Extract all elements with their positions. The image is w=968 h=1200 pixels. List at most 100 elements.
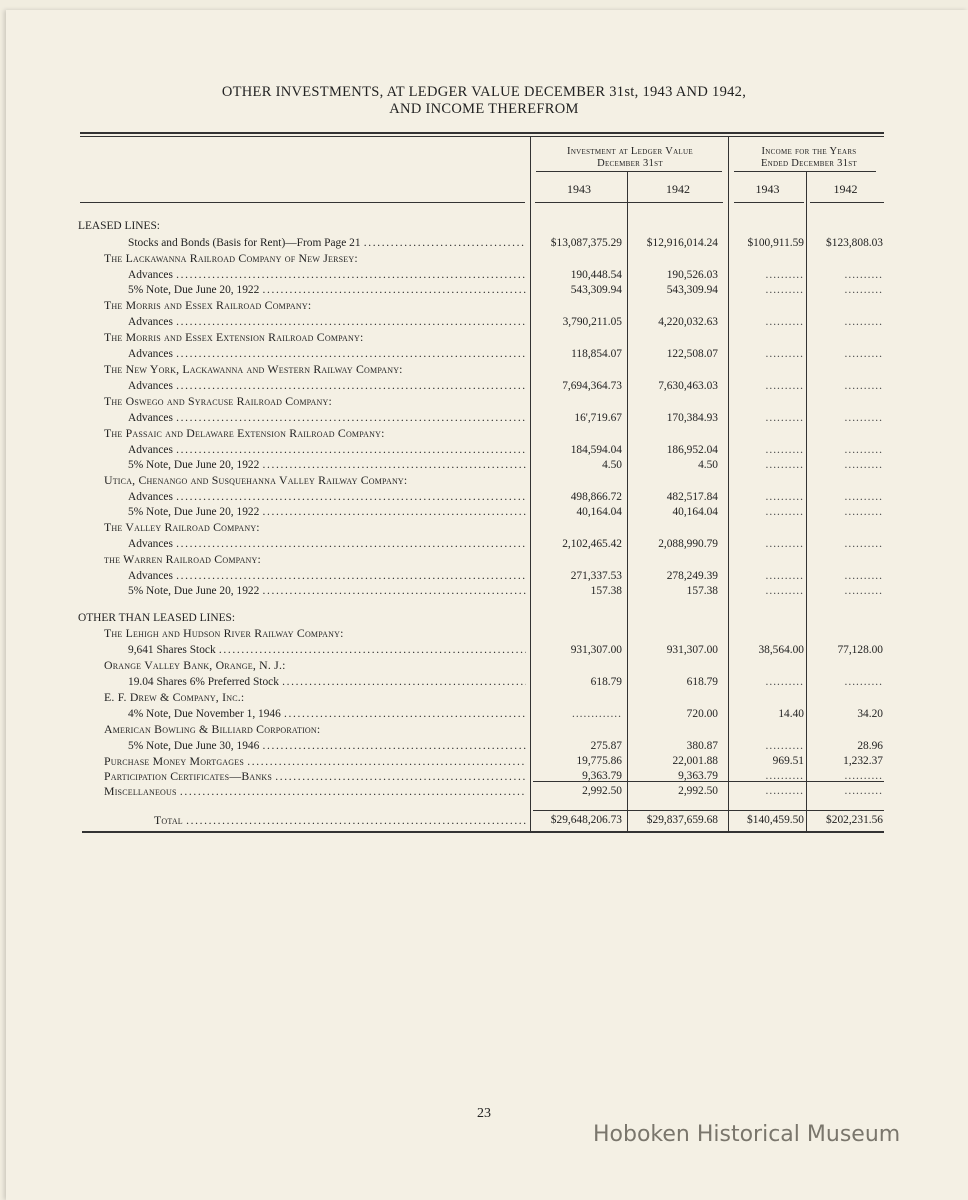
row-label: 5% Note, Due June 20, 1922 (78, 505, 526, 520)
table-row: 5% Note, Due June 20, 1922 40,164.04 40,16… (78, 505, 884, 520)
table-row: 4% Note, Due November 1, 1946...........… (78, 707, 884, 722)
label-text: Participation Certificates—Banks (104, 769, 273, 783)
table-row: Advances 3,790,211.05 4,220,032.63........… (78, 315, 884, 330)
income-1943: .......... (765, 785, 804, 797)
investment-1943: 16',719.67 (574, 412, 622, 424)
income-1942: .......... (844, 459, 883, 471)
label-text: The Lackawanna Railroad Company of New J… (104, 251, 359, 265)
company-heading: E. F. Drew & Company, Inc.: (78, 690, 884, 705)
income-1942: .......... (844, 585, 883, 597)
table-row: 5% Note, Due June 30, 1946 275.87 380.87..… (78, 739, 884, 754)
table-row: Advances 16',719.67 170,384.93............… (78, 411, 884, 426)
row-label: Advances (78, 315, 526, 330)
company-heading: The Valley Railroad Company: (78, 520, 884, 535)
table-row: 5% Note, Due June 20, 1922 4.50 4.50......… (78, 458, 884, 473)
investment-1942: 380.87 (686, 740, 718, 752)
investment-1942: 931,307.00 (666, 644, 718, 656)
income-1942: .......... (844, 770, 883, 782)
investment-1943: 3,790,211.05 (562, 316, 622, 328)
column-divider (728, 137, 729, 831)
year-header: 1942 (833, 182, 858, 196)
income-1943: .......... (765, 491, 804, 503)
header-text: December 31st (597, 158, 663, 169)
investment-1942: 170,384.93 (666, 412, 718, 424)
table-row: 5% Note, Due June 20, 1922 157.38 157.38..… (78, 584, 884, 599)
income-1942: .......... (844, 316, 883, 328)
row-label: Advances (78, 443, 526, 458)
table-row: Purchase Money Mortgages 19,775.86 22,001.… (78, 754, 884, 769)
header-bottom-rule (535, 202, 723, 203)
label-text: Utica, Chenango and Susquehanna Valley R… (104, 473, 409, 487)
investment-1942: 9,363.79 (678, 770, 718, 782)
income-1942: .......... (844, 491, 883, 503)
row-label: Purchase Money Mortgages (78, 754, 526, 770)
company-heading: The Oswego and Syracuse Railroad Company… (78, 394, 884, 409)
table-row: 9,641 Shares Stock 931,307.00 931,307.00 38… (78, 643, 884, 658)
label-text: OTHER THAN LEASED LINES: (78, 612, 237, 624)
row-label: Advances (78, 569, 526, 584)
row-label: 4% Note, Due November 1, 1946 (78, 707, 526, 722)
row-label: Advances (78, 411, 526, 426)
income-1942: .......... (844, 284, 883, 296)
section-heading: OTHER THAN LEASED LINES: (78, 611, 884, 626)
company-heading: The Passaic and Delaware Extension Railr… (78, 426, 884, 441)
investment-1942: 482,517.84 (666, 491, 718, 503)
company-heading: The Morris and Essex Railroad Company: (78, 298, 884, 313)
label-text: 4% Note, Due November 1, 1946 (128, 708, 282, 720)
investment-1942: $12,916,014.24 (646, 237, 718, 249)
table-row: Advances 118,854.07 122,508.07............… (78, 347, 884, 362)
income-1942: $123,808.03 (826, 237, 883, 249)
income-1942: .......... (844, 444, 883, 456)
header-bottom-rule (810, 202, 884, 203)
label-text: The Oswego and Syracuse Railroad Company… (104, 394, 333, 408)
watermark: Hoboken Historical Museum (593, 1122, 901, 1147)
column-divider (806, 172, 807, 831)
income-1942: .......... (844, 676, 883, 688)
table-row: Advances 7,694,364.73 7,630,463.03........… (78, 379, 884, 394)
investment-1942: 157.38 (686, 585, 718, 597)
label-text: Purchase Money Mortgages (104, 754, 245, 768)
row-label: 5% Note, Due June 20, 1922 (78, 584, 526, 599)
investment-1943: 543,309.94 (570, 284, 622, 296)
investment-1943: 2,992.50 (582, 785, 622, 797)
row-label: the Warren Railroad Company: (78, 552, 526, 568)
row-label: Advances (78, 379, 526, 394)
income-1943: .......... (765, 459, 804, 471)
income-1942: .......... (844, 538, 883, 550)
header-bottom-rule (80, 202, 525, 203)
investment-1942: 22,001.88 (672, 755, 718, 767)
table-row: Advances 271,337.53 278,249.39............… (78, 569, 884, 584)
row-label: The New York, Lackawanna and Western Rai… (78, 362, 526, 378)
table-row: Stocks and Bonds (Basis for Rent)—From P… (78, 236, 884, 251)
investment-1943: $13,087,375.29 (550, 237, 622, 249)
section-heading: LEASED LINES: (78, 219, 884, 234)
table-row: 5% Note, Due June 20, 1922 543,309.94 543,… (78, 283, 884, 298)
income-1943: .......... (765, 412, 804, 424)
row-label: Advances (78, 537, 526, 552)
income-1943: .......... (765, 284, 804, 296)
label-text: The Passaic and Delaware Extension Railr… (104, 426, 386, 440)
label-text: Advances (128, 444, 174, 456)
header-text: Investment at Ledger Value (567, 146, 693, 157)
income-1943: .......... (765, 585, 804, 597)
label-text: 9,641 Shares Stock (128, 644, 217, 656)
company-heading: The New York, Lackawanna and Western Rai… (78, 362, 884, 377)
group-underline (536, 171, 722, 172)
row-label: American Bowling & Billiard Corporation: (78, 722, 526, 738)
header-bottom-rule (734, 202, 804, 203)
investment-1943: 498,866.72 (570, 491, 622, 503)
investment-1943: 4.50 (602, 459, 622, 471)
income-1942: $202,231.56 (826, 814, 883, 826)
company-heading: The Morris and Essex Extension Railroad … (78, 330, 884, 345)
header-income: Income for the Years Ended December 31st (729, 146, 889, 170)
total-bottom-rule (533, 810, 884, 811)
label-text: Advances (128, 570, 174, 582)
table-row: Advances 498,866.72 482,517.84............… (78, 490, 884, 505)
row-label: 5% Note, Due June 20, 1922 (78, 458, 526, 473)
total-row: Total $29,648,206.73 $29,837,659.68 $140,45… (78, 813, 884, 828)
investment-1942: 2,088,990.79 (658, 538, 718, 550)
investment-1943: 184,594.04 (570, 444, 622, 456)
label-text: Advances (128, 412, 174, 424)
table-row: 19.04 Shares 6% Preferred Stock 618.79 618… (78, 675, 884, 690)
income-1942: .......... (844, 380, 883, 392)
